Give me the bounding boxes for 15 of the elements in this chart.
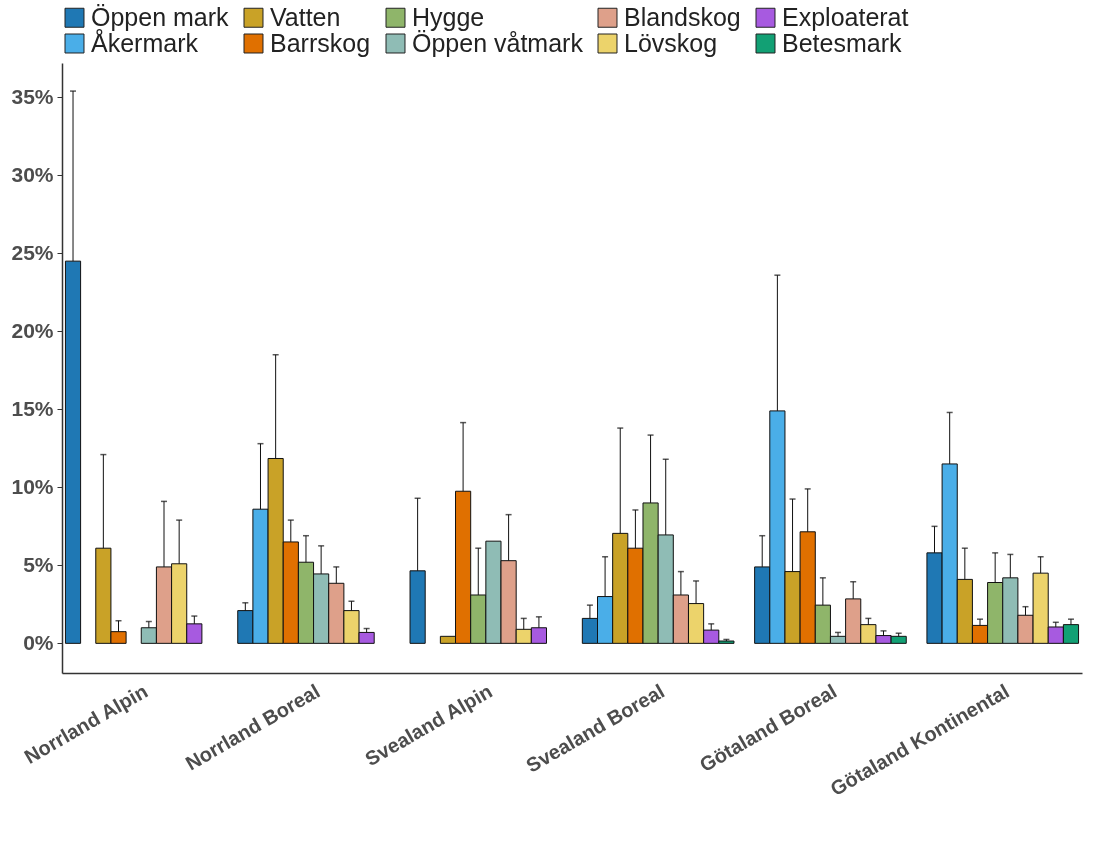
- y-tick-label: 15%: [11, 396, 54, 420]
- y-tick-label: 0%: [23, 630, 54, 654]
- y-tick-label: 35%: [11, 84, 54, 108]
- legend-label: Lövskog: [624, 28, 718, 57]
- y-tick-label: 5%: [23, 552, 54, 576]
- legend-label: Hygge: [412, 2, 485, 31]
- y-tick-label: 30%: [11, 162, 54, 186]
- legend-label: Vatten: [270, 2, 341, 31]
- y-tick-label: 10%: [11, 474, 54, 498]
- legend-label: Barrskog: [270, 28, 371, 57]
- legend-label: Exploaterat: [782, 2, 909, 31]
- legend-label: Öppen mark: [91, 2, 230, 31]
- legend-label: Blandskog: [624, 2, 741, 31]
- y-tick-label: 20%: [11, 318, 54, 342]
- y-tick-label: 25%: [11, 240, 54, 264]
